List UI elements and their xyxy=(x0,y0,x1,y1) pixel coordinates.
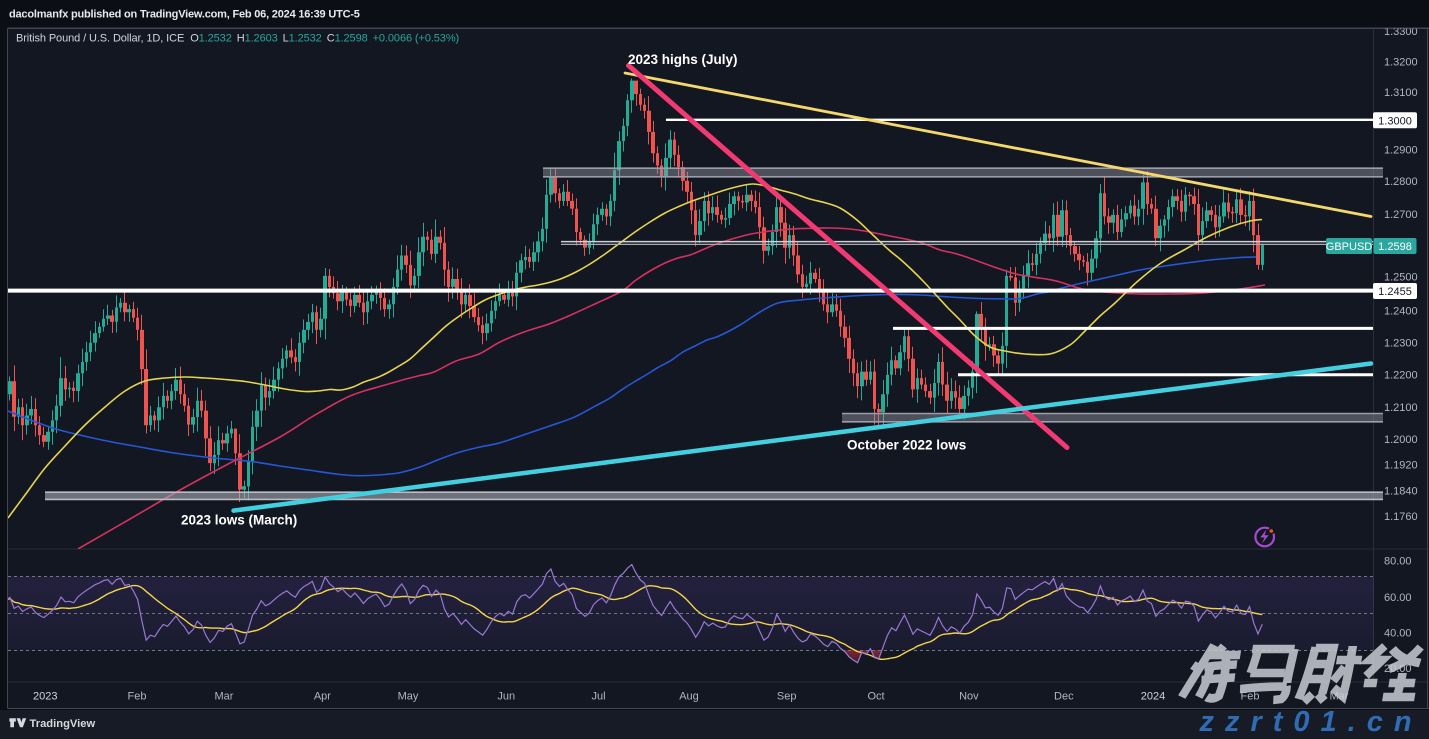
svg-text:1.2800: 1.2800 xyxy=(1384,176,1418,188)
svg-text:1.2900: 1.2900 xyxy=(1384,144,1418,156)
svg-text:2024: 2024 xyxy=(1141,691,1165,703)
svg-text:1.2500: 1.2500 xyxy=(1384,271,1418,283)
svg-text:May: May xyxy=(398,691,419,703)
svg-text:1.2300: 1.2300 xyxy=(1384,338,1418,350)
svg-text:1.3200: 1.3200 xyxy=(1384,57,1418,69)
svg-text:1.2200: 1.2200 xyxy=(1384,369,1418,381)
svg-text:1.1920: 1.1920 xyxy=(1384,460,1418,472)
svg-text:80.00: 80.00 xyxy=(1384,555,1412,567)
svg-text:1.3000: 1.3000 xyxy=(1378,115,1412,127)
svg-text:Apr: Apr xyxy=(314,691,331,703)
svg-text:1.3100: 1.3100 xyxy=(1384,87,1418,99)
svg-text:October 2022 lows: October 2022 lows xyxy=(847,438,966,453)
svg-text:zzrt01.cn: zzrt01.cn xyxy=(1198,706,1422,738)
svg-text:2023 lows (March): 2023 lows (March) xyxy=(181,513,297,528)
svg-text:Sep: Sep xyxy=(777,691,797,703)
svg-text:TradingView: TradingView xyxy=(30,718,96,730)
svg-text:Nov: Nov xyxy=(959,691,979,703)
svg-text:1.3300: 1.3300 xyxy=(1384,26,1418,38)
svg-text:GBPUSD: GBPUSD xyxy=(1326,241,1373,253)
svg-text:Feb: Feb xyxy=(128,691,147,703)
svg-text:Jul: Jul xyxy=(591,691,605,703)
svg-text:1.2700: 1.2700 xyxy=(1384,209,1418,221)
svg-text:1.2000: 1.2000 xyxy=(1384,434,1418,446)
svg-text:1.2400: 1.2400 xyxy=(1384,305,1418,317)
svg-text:60.00: 60.00 xyxy=(1384,592,1412,604)
svg-text:Aug: Aug xyxy=(679,691,699,703)
svg-text:Feb: Feb xyxy=(1241,691,1260,703)
svg-text:British Pound / U.S. Dollar, 1: British Pound / U.S. Dollar, 1D, ICE O1.2… xyxy=(16,33,459,45)
svg-text:Mar: Mar xyxy=(215,691,234,703)
svg-text:1.2598: 1.2598 xyxy=(1378,241,1412,253)
svg-text:1.1760: 1.1760 xyxy=(1384,511,1418,523)
svg-text:1.1840: 1.1840 xyxy=(1384,486,1418,498)
svg-text:1.2455: 1.2455 xyxy=(1378,286,1412,298)
svg-text:40.00: 40.00 xyxy=(1384,627,1412,639)
svg-text:Jun: Jun xyxy=(497,691,515,703)
svg-text:2023: 2023 xyxy=(33,691,57,703)
svg-text:1.2100: 1.2100 xyxy=(1384,402,1418,414)
svg-text:2023 highs (July): 2023 highs (July) xyxy=(628,52,738,67)
svg-text:dacolmanfx published on Tradin: dacolmanfx published on TradingView.com,… xyxy=(9,9,360,21)
svg-text:Dec: Dec xyxy=(1054,691,1074,703)
svg-text:Oct: Oct xyxy=(867,691,884,703)
